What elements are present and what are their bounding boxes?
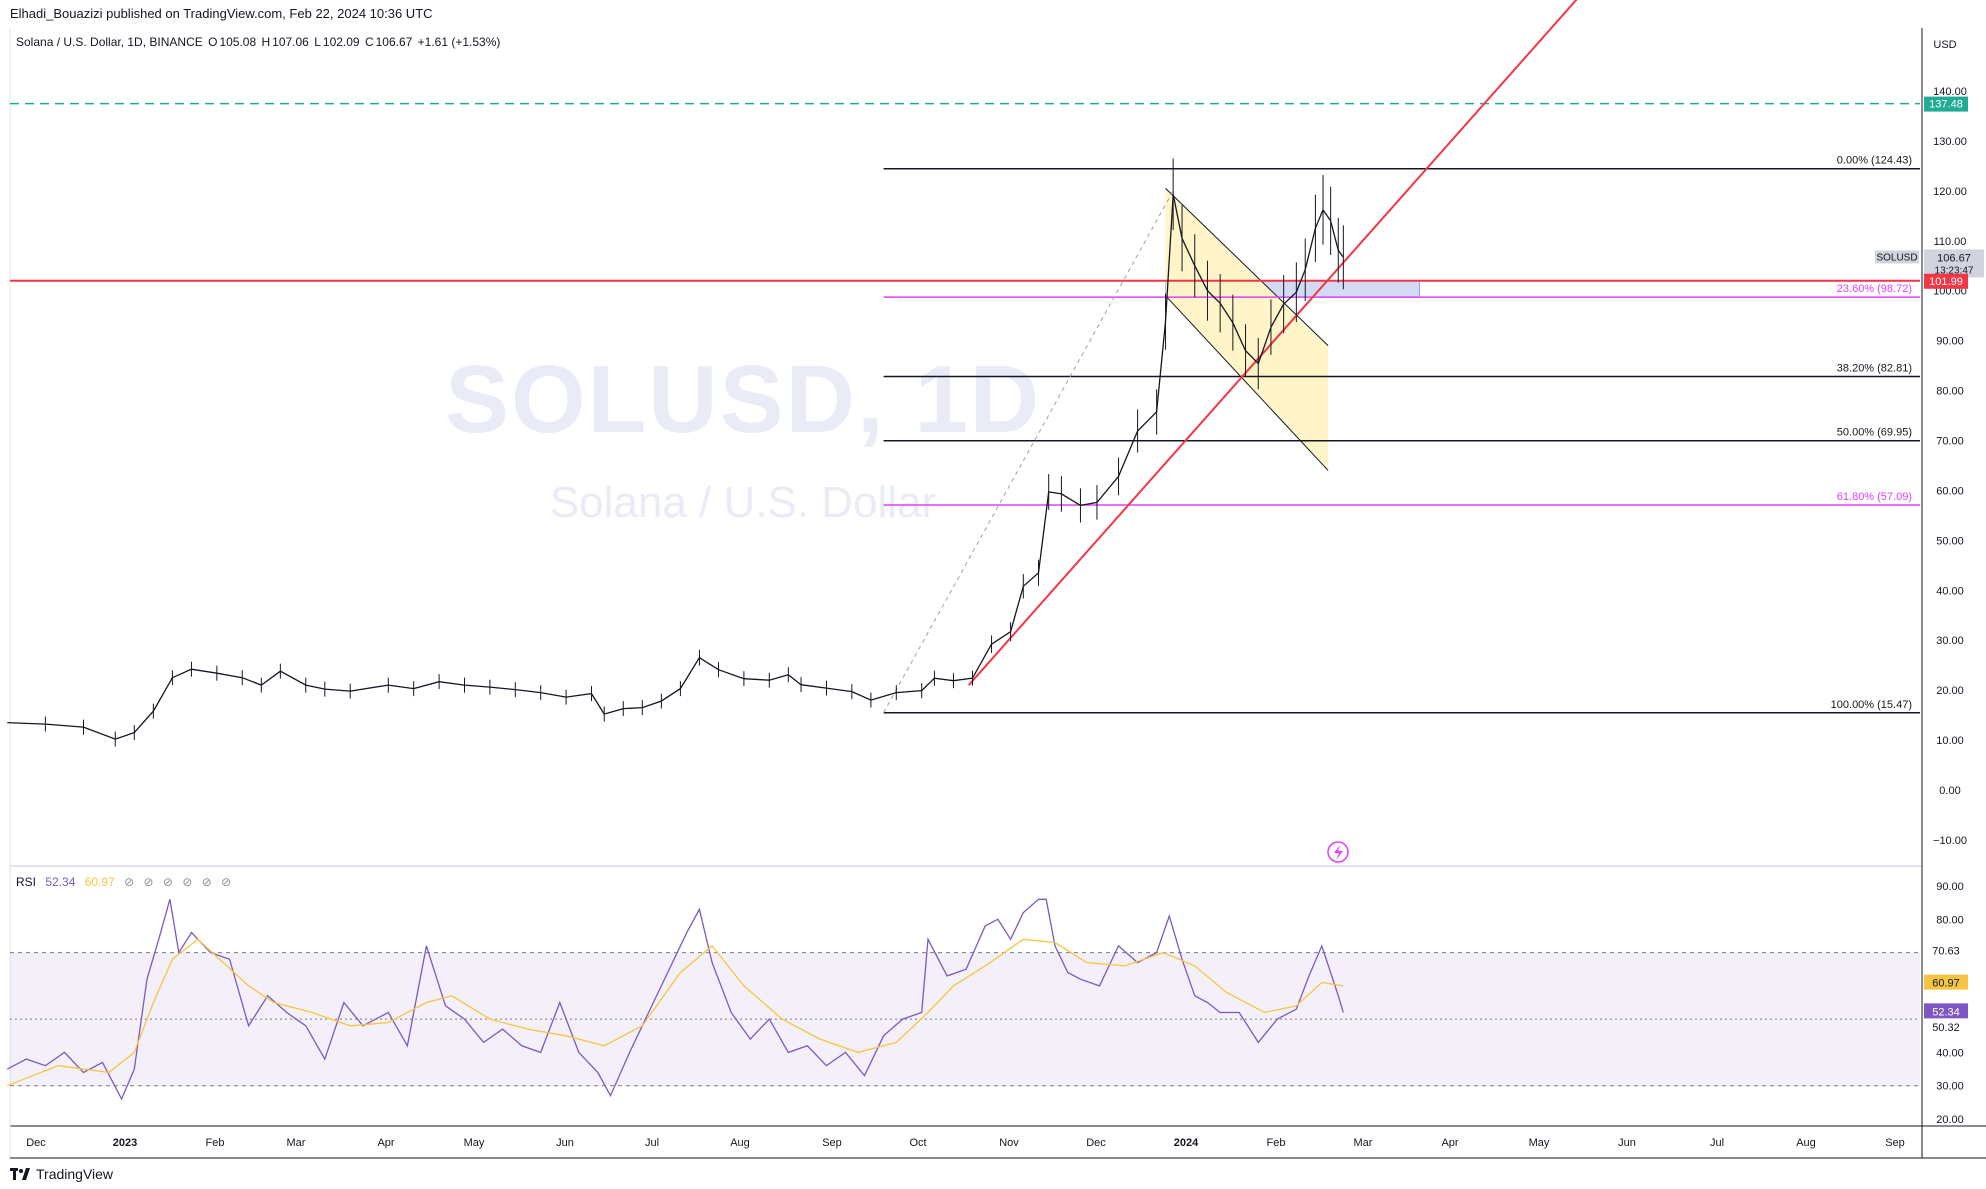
rsi-tick-label: 20.00 <box>1936 1114 1964 1126</box>
resistance-badge-value: 101.99 <box>1929 276 1963 288</box>
published-header: Elhadi_Bouazizi published on TradingView… <box>10 6 433 21</box>
x-tick-label: Dec <box>26 1137 46 1149</box>
high-value: 107.06 <box>272 35 309 49</box>
rsi-ma-badge <box>1924 974 1968 990</box>
rsi-value: 52.34 <box>45 875 76 889</box>
low-value: 102.09 <box>322 35 360 49</box>
countdown-value: 13:23:47 <box>1935 265 1974 276</box>
price-tick-label: 50.00 <box>1936 535 1964 547</box>
fib-level-label: 23.60% (98.72) <box>1837 283 1912 295</box>
fib-level-label: 100.00% (15.47) <box>1831 699 1912 711</box>
fib-level-label: 38.20% (82.81) <box>1837 363 1912 375</box>
x-tick-label: Aug <box>1796 1137 1816 1149</box>
trend-line[interactable] <box>967 0 1589 686</box>
target-badge-value: 137.48 <box>1929 99 1963 111</box>
price-series-line[interactable] <box>7 194 1344 740</box>
x-tick-label: 2024 <box>1174 1137 1199 1149</box>
x-tick-label: Oct <box>909 1137 926 1149</box>
rsi-ma-line[interactable] <box>7 938 1344 1087</box>
currency-label[interactable]: USD <box>1933 39 1956 51</box>
fib-level-label: 0.00% (124.43) <box>1837 155 1912 167</box>
price-tick-label: 40.00 <box>1936 585 1964 597</box>
rsi-series-line[interactable] <box>6 898 1344 1101</box>
tradingview-logo-icon <box>10 1167 30 1181</box>
x-tick-label: Dec <box>1086 1137 1106 1149</box>
rsi-tick-label: 40.00 <box>1936 1047 1964 1059</box>
hidden-param-icon: ⊘ <box>201 875 212 889</box>
channel-upper-line[interactable] <box>1165 188 1329 346</box>
price-tick-label: 110.00 <box>1934 236 1967 248</box>
x-tick-label: Feb <box>1267 1137 1286 1149</box>
resistance-badge[interactable] <box>1924 273 1968 289</box>
footer-brand[interactable]: TradingView <box>10 1164 113 1184</box>
x-tick-label: Mar <box>1354 1137 1373 1149</box>
rsi-label[interactable]: RSI <box>16 875 37 889</box>
price-chart[interactable]: 0.00% (124.43) 23.60% (98.72) 38.20% (82.8… <box>0 0 1986 1160</box>
price-tick-label: 30.00 <box>1936 635 1964 647</box>
x-tick-label: Apr <box>1441 1137 1458 1149</box>
hidden-param-icon: ⊘ <box>143 875 154 889</box>
lightning-icon[interactable] <box>1327 841 1349 863</box>
x-tick-label: Jun <box>1618 1137 1636 1149</box>
close-label: C <box>364 35 374 49</box>
price-tick-label: 10.00 <box>1936 735 1964 747</box>
x-tick-label: Apr <box>377 1137 394 1149</box>
low-label: L <box>314 35 321 49</box>
price-tick-label: 0.00 <box>1939 785 1960 797</box>
price-tick-label: 90.00 <box>1936 336 1964 348</box>
hidden-param-icon: ⊘ <box>182 875 193 889</box>
price-tick-label: 20.00 <box>1936 685 1964 697</box>
rsi-ma-value: 60.97 <box>84 875 115 889</box>
rsi-value-badge <box>1924 1003 1968 1019</box>
symbol-legend: Solana / U.S. Dollar, 1D, BINANCE O 105.0… <box>16 34 502 50</box>
x-tick-label: Jun <box>556 1137 574 1149</box>
price-tick-label: 70.00 <box>1936 436 1964 448</box>
x-tick-label: Aug <box>730 1137 750 1149</box>
symbol-name[interactable]: Solana / U.S. Dollar, 1D, BINANCE <box>16 35 203 49</box>
rsi-upper-band-label: 70.63 <box>1932 945 1960 957</box>
price-tick-label: 80.00 <box>1936 386 1964 398</box>
price-tick-label: 60.00 <box>1936 485 1964 497</box>
x-tick-label: Mar <box>287 1137 306 1149</box>
price-tick-label: −10.00 <box>1933 835 1967 847</box>
x-tick-label: May <box>1529 1137 1550 1149</box>
symbol-badge <box>1875 250 1919 264</box>
lightning-bolt-icon <box>1334 845 1343 860</box>
x-tick-label: Jul <box>645 1137 659 1149</box>
rsi-legend: RSI 52.34 60.97 ⊘ ⊘ ⊘ ⊘ ⊘ ⊘ <box>16 874 237 890</box>
close-value: 106.67 <box>375 35 413 49</box>
target-badge[interactable] <box>1924 96 1968 112</box>
rsi-value-badge-value: 52.34 <box>1932 1006 1960 1018</box>
x-tick-label: Sep <box>1885 1137 1905 1149</box>
price-tick-label: 140.00 <box>1933 86 1967 98</box>
x-tick-label: 2023 <box>113 1137 137 1149</box>
hidden-param-icon: ⊘ <box>162 875 173 889</box>
open-value: 105.08 <box>219 35 257 49</box>
projection-line[interactable] <box>883 190 1174 713</box>
rsi-lower-band-label: 50.32 <box>1932 1022 1960 1034</box>
price-tick-label: 130.00 <box>1933 136 1967 148</box>
symbol-badge-label: SOLUSD <box>1876 252 1917 263</box>
footer-brand-label: TradingView <box>36 1166 114 1182</box>
fib-level-label: 50.00% (69.95) <box>1837 427 1912 439</box>
fib-level-label: 61.80% (57.09) <box>1837 491 1912 503</box>
hidden-param-icon: ⊘ <box>124 875 135 889</box>
hidden-param-icon: ⊘ <box>221 875 232 889</box>
high-label: H <box>261 35 271 49</box>
rsi-ma-badge-value: 60.97 <box>1932 978 1960 990</box>
rsi-tick-label: 80.00 <box>1936 914 1964 926</box>
x-tick-label: Nov <box>999 1137 1019 1149</box>
last-price-value: 106.67 <box>1937 252 1971 264</box>
x-tick-label: Jul <box>1710 1137 1724 1149</box>
x-tick-label: May <box>464 1137 485 1149</box>
x-tick-label: Sep <box>822 1137 842 1149</box>
channel-fill[interactable] <box>1165 188 1329 471</box>
last-price-badge[interactable] <box>1924 249 1984 278</box>
x-tick-label: Feb <box>206 1137 225 1149</box>
open-label: O <box>208 35 218 49</box>
price-tick-label: 120.00 <box>1933 186 1967 198</box>
rsi-tick-label: 30.00 <box>1936 1081 1964 1093</box>
rsi-tick-label: 90.00 <box>1936 881 1964 893</box>
change-value: +1.61 (+1.53%) <box>417 35 501 49</box>
